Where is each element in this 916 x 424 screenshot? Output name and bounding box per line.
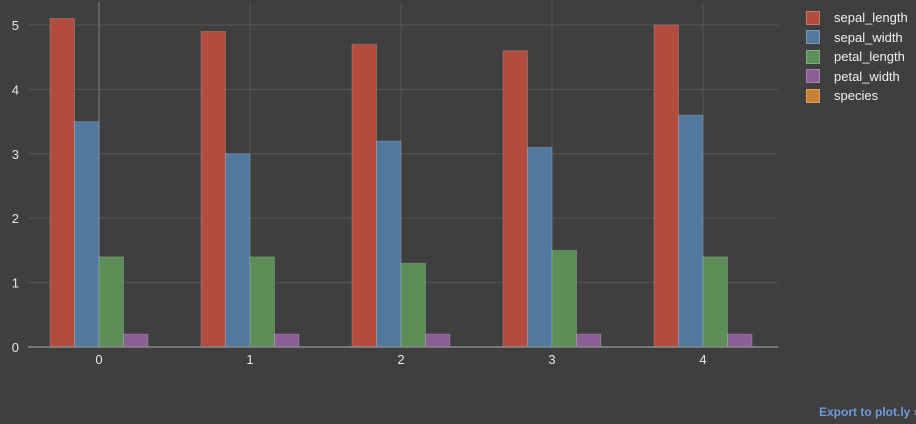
x-tick-label: 1: [246, 352, 253, 367]
bar-petal-length[interactable]: [249, 256, 275, 348]
bar-petal-width[interactable]: [727, 333, 753, 348]
legend-label: sepal_length: [834, 10, 908, 26]
x-tick-label: 2: [397, 352, 404, 367]
legend-item-petal-length[interactable]: petal_length: [806, 47, 908, 67]
legend-swatch-icon: [806, 88, 820, 103]
x-tick-label: 3: [548, 352, 555, 367]
x-axis-ticks: 0 1 2 3 4: [95, 352, 706, 367]
x-tick-label: 0: [95, 352, 102, 367]
export-to-plotly-link[interactable]: Export to plot.ly »: [819, 405, 916, 419]
y-tick-label: 3: [12, 147, 19, 162]
bar-petal-width[interactable]: [274, 333, 300, 348]
bar-petal-length[interactable]: [702, 256, 728, 348]
legend-swatch-icon: [806, 10, 820, 25]
bar-sepal-width[interactable]: [225, 153, 251, 348]
bar-sepal-length[interactable]: [502, 50, 528, 348]
y-tick-label: 1: [12, 276, 19, 291]
legend-item-sepal-width[interactable]: sepal_width: [806, 28, 908, 48]
y-tick-label: 2: [12, 211, 19, 226]
legend-item-petal-width[interactable]: petal_width: [806, 67, 908, 87]
bar-petal-width[interactable]: [576, 333, 602, 348]
y-tick-label: 5: [12, 18, 19, 33]
legend-label: petal_width: [834, 68, 900, 84]
legend-swatch-icon: [806, 69, 820, 84]
bar-sepal-width[interactable]: [678, 114, 704, 348]
legend-label: sepal_width: [834, 29, 903, 45]
bar-sepal-length[interactable]: [351, 43, 377, 348]
y-tick-label: 0: [12, 340, 19, 355]
y-tick-label: 4: [12, 82, 19, 97]
bar-petal-length[interactable]: [551, 249, 577, 348]
bar-petal-length[interactable]: [400, 262, 426, 348]
bar-sepal-width[interactable]: [74, 121, 100, 348]
bar-sepal-length[interactable]: [49, 18, 75, 348]
legend-label: species: [834, 88, 879, 104]
legend-swatch-icon: [806, 30, 820, 45]
bar-petal-width[interactable]: [425, 333, 451, 348]
x-tick-label: 4: [699, 352, 706, 367]
legend-swatch-icon: [806, 49, 820, 64]
legend: sepal_length sepal_width petal_length pe…: [806, 8, 908, 106]
bar-petal-length[interactable]: [98, 256, 124, 348]
bar-sepal-width[interactable]: [527, 146, 553, 348]
bar-sepal-length[interactable]: [653, 24, 679, 348]
bar-sepal-width[interactable]: [376, 140, 402, 348]
bar-sepal-length[interactable]: [200, 30, 226, 348]
legend-item-species[interactable]: species: [806, 86, 908, 106]
legend-item-sepal-length[interactable]: sepal_length: [806, 8, 908, 28]
bar-petal-width[interactable]: [123, 333, 149, 348]
y-axis-ticks: 0 1 2 3 4 5: [12, 18, 19, 355]
legend-label: petal_length: [834, 49, 905, 65]
